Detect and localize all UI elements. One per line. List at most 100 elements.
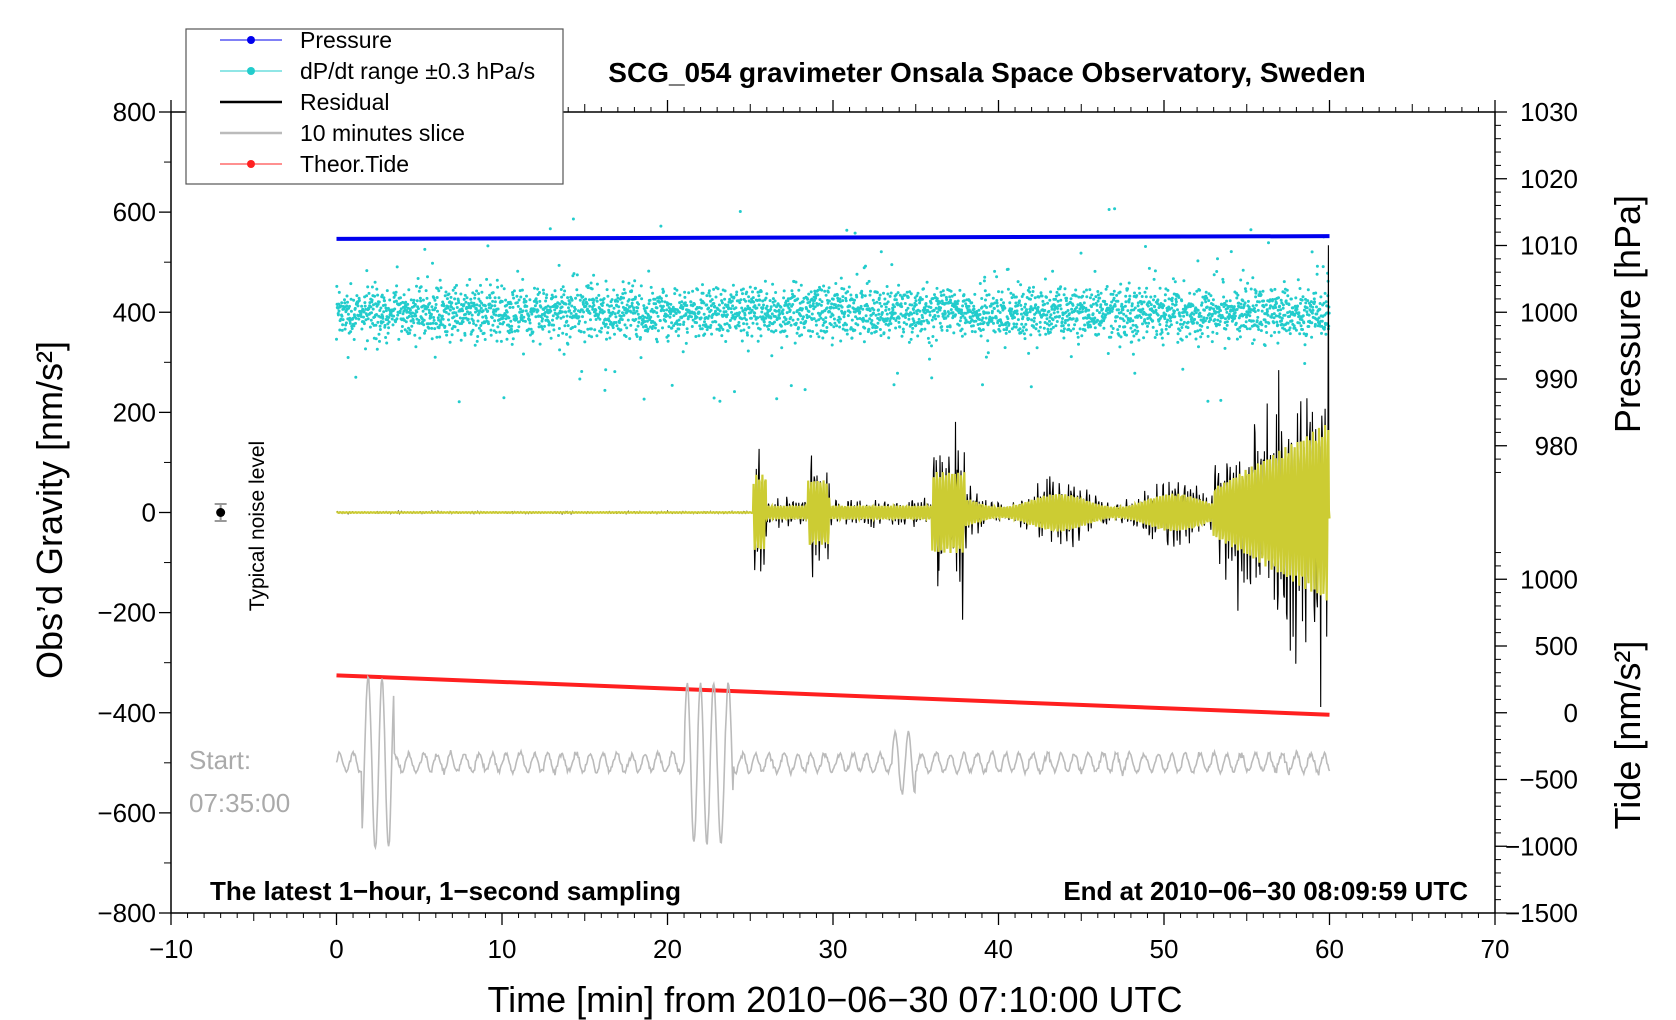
dpdt-point	[464, 312, 468, 316]
dpdt-point	[378, 324, 382, 328]
dpdt-point	[1291, 306, 1295, 310]
dpdt-point	[738, 301, 742, 305]
dpdt-point	[1149, 295, 1153, 299]
dpdt-point	[370, 298, 374, 302]
dpdt-point	[384, 336, 388, 339]
dpdt-point	[820, 300, 824, 304]
dpdt-point	[896, 371, 899, 375]
dpdt-point	[738, 210, 742, 213]
dpdt-point	[487, 322, 490, 326]
dpdt-point	[476, 309, 479, 313]
dpdt-point	[1262, 299, 1266, 303]
dpdt-point	[1036, 305, 1040, 309]
dpdt-point	[1287, 303, 1291, 307]
dpdt-point	[1186, 326, 1190, 330]
dpdt-point	[1096, 299, 1100, 303]
dpdt-point	[541, 327, 545, 331]
dpdt-point	[1288, 310, 1292, 314]
dpdt-point	[858, 310, 862, 314]
dpdt-point	[384, 306, 388, 310]
dpdt-point	[1108, 307, 1112, 310]
dpdt-point	[533, 304, 537, 308]
dpdt-point	[887, 336, 891, 340]
dpdt-point	[558, 348, 562, 352]
dpdt-point	[1182, 320, 1186, 324]
dpdt-point	[917, 321, 921, 325]
dpdt-point	[374, 337, 378, 341]
dpdt-point	[897, 316, 901, 320]
dpdt-point	[883, 297, 887, 301]
dpdt-point	[1200, 324, 1204, 328]
dpdt-point	[547, 330, 551, 334]
dpdt-point	[1192, 312, 1196, 316]
dpdt-point	[825, 306, 829, 310]
dpdt-point	[462, 297, 466, 301]
dpdt-point	[645, 306, 649, 310]
dpdt-point	[1203, 308, 1206, 312]
dpdt-point	[759, 290, 763, 293]
dpdt-point	[593, 328, 597, 332]
dpdt-point	[605, 288, 609, 292]
dpdt-point	[1163, 317, 1167, 321]
dpdt-point	[774, 291, 778, 294]
dpdt-point	[863, 326, 867, 330]
dpdt-point	[647, 269, 651, 273]
dpdt-point	[1318, 307, 1322, 311]
dpdt-point	[393, 307, 397, 311]
dpdt-point	[830, 343, 834, 347]
dpdt-point	[726, 303, 730, 307]
dpdt-point	[690, 315, 693, 319]
dpdt-point	[403, 328, 407, 332]
dpdt-point	[1128, 294, 1132, 298]
dpdt-point	[1006, 287, 1010, 291]
dpdt-point	[1073, 323, 1077, 327]
dpdt-point	[1228, 299, 1232, 303]
dpdt-point	[767, 327, 770, 331]
dpdt-point	[774, 329, 778, 333]
dpdt-point	[837, 304, 840, 307]
dpdt-point	[1092, 297, 1096, 301]
dpdt-point	[916, 334, 920, 338]
dpdt-point	[604, 322, 608, 326]
dpdt-point	[1144, 295, 1148, 299]
dpdt-point	[845, 332, 849, 336]
dpdt-point	[992, 307, 996, 310]
dpdt-point	[993, 330, 997, 334]
dpdt-point	[454, 302, 458, 306]
dpdt-point	[493, 300, 497, 304]
dpdt-point	[1151, 319, 1155, 323]
x-tick-label: −10	[149, 934, 193, 964]
dpdt-point	[720, 301, 724, 305]
dpdt-point	[391, 323, 395, 327]
dpdt-point	[1087, 320, 1091, 324]
dpdt-point	[366, 285, 370, 289]
dpdt-point	[424, 312, 428, 316]
dpdt-point	[948, 325, 952, 329]
dpdt-point	[978, 318, 981, 321]
dpdt-point	[1197, 345, 1200, 349]
dpdt-point	[1256, 325, 1260, 329]
dpdt-point	[1182, 314, 1186, 318]
dpdt-point	[1268, 306, 1272, 310]
dpdt-point	[470, 313, 474, 317]
dpdt-point	[782, 296, 786, 300]
series-smoothed	[336, 424, 1331, 601]
dpdt-point	[1090, 293, 1094, 297]
dpdt-point	[867, 279, 871, 283]
dpdt-point	[787, 302, 791, 306]
dpdt-point	[450, 301, 454, 305]
dpdt-point	[901, 327, 905, 331]
dpdt-point	[1243, 287, 1247, 291]
dpdt-point	[1311, 305, 1315, 309]
dpdt-point	[977, 308, 981, 312]
dpdt-point	[1304, 297, 1307, 301]
dpdt-point	[731, 283, 735, 287]
dpdt-point	[894, 326, 898, 330]
dpdt-point	[925, 295, 928, 298]
dpdt-point	[1038, 311, 1042, 315]
dpdt-point	[764, 316, 768, 320]
dpdt-point	[1301, 295, 1305, 299]
dpdt-point	[871, 326, 875, 329]
dpdt-point	[558, 302, 562, 306]
dpdt-point	[1005, 326, 1009, 330]
